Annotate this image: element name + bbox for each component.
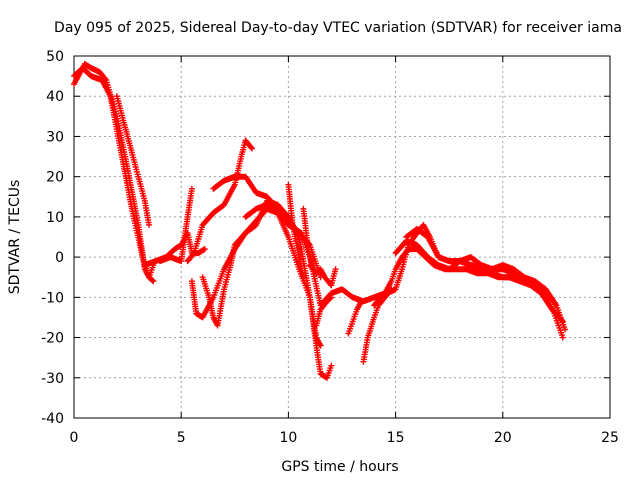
y-axis-label: SDTVAR / TECUs [7,180,23,295]
x-tick-label: 15 [387,430,405,446]
data-markers [141,230,208,269]
data-markers [313,294,335,329]
y-tick-label: 10 [46,210,64,226]
series-track-4 [141,230,208,269]
y-tick-label: 0 [55,250,64,266]
data-markers [113,93,152,228]
y-tick-label: 40 [46,89,64,105]
x-axis-label: GPS time / hours [281,459,398,475]
data-markers [285,181,307,281]
x-tick-label: 0 [70,430,79,446]
x-tick-label: 5 [177,430,186,446]
data-markers [156,185,195,265]
series-track-5 [156,185,195,265]
y-tick-label: -30 [41,371,64,387]
y-tick-labels: -40 -30 -20 -10 0 10 20 30 40 50 [41,49,64,427]
series-track-15 [345,298,365,337]
data-markers [71,61,157,281]
series-track-2 [71,65,157,285]
series-track-6 [184,137,255,265]
data-markers [199,197,335,381]
data-markers [306,262,339,289]
y-tick-label: 50 [46,49,64,65]
y-tick-label: -40 [41,411,64,427]
series-track-8 [199,197,335,381]
series-track-20 [403,226,566,341]
series-track-3 [113,93,152,228]
y-tick-label: -10 [41,290,64,306]
series-track-10 [242,201,388,309]
plot-frame [73,55,611,419]
series-track-11 [285,181,307,281]
chart-title: Day 095 of 2025, Sidereal Day-to-day VTE… [54,20,622,36]
data-markers [71,65,157,285]
series-track-13 [306,262,339,289]
series-track-12 [300,205,315,269]
data-markers [242,201,388,309]
y-tick-label: 20 [46,170,64,186]
x-tick-labels: 0 5 10 15 20 25 [70,430,619,446]
data-markers [403,226,566,341]
data-markers [345,298,365,337]
y-tick-label: -20 [41,331,64,347]
series-track-1 [71,61,157,281]
y-tick-label: 30 [46,129,64,145]
x-tick-label: 25 [601,430,619,446]
data-markers [184,137,255,265]
series-track-14 [313,294,335,329]
grid-lines [74,56,610,418]
x-tick-label: 20 [494,430,512,446]
data-series [71,61,568,381]
x-tick-label: 10 [279,430,297,446]
data-markers [300,205,315,269]
axis-ticks [73,55,611,419]
